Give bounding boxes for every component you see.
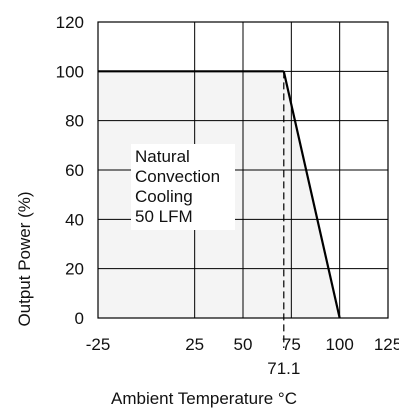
- y-tick-label: 40: [65, 210, 84, 229]
- x-tick-label: -25: [86, 335, 111, 354]
- x-axis-title: Ambient Temperature °C: [111, 389, 297, 408]
- series-segment: [282, 71, 341, 319]
- y-tick-label: 20: [65, 260, 84, 279]
- x-tick-label: 125: [374, 335, 399, 354]
- x-tick-label: 75: [282, 335, 301, 354]
- y-tick-label: 80: [65, 112, 84, 131]
- y-tick-label: 0: [75, 309, 84, 328]
- y-tick-label: 100: [56, 62, 84, 81]
- annotation-line: Convection: [135, 167, 220, 186]
- x-tick-label: 25: [185, 335, 204, 354]
- x-tick-label: 100: [325, 335, 353, 354]
- annotation-background: [131, 144, 235, 230]
- annotation-line: Cooling: [135, 187, 193, 206]
- reference-line-label: 71.1: [267, 359, 300, 378]
- x-tick-label: 50: [234, 335, 253, 354]
- annotation-line: 50 LFM: [135, 207, 193, 226]
- y-tick-label: 60: [65, 161, 84, 180]
- plot-frame: [97, 21, 389, 319]
- y-tick-label: 120: [56, 13, 84, 32]
- annotation-line: Natural: [135, 147, 190, 166]
- y-axis-title: Output Power (%): [15, 191, 34, 326]
